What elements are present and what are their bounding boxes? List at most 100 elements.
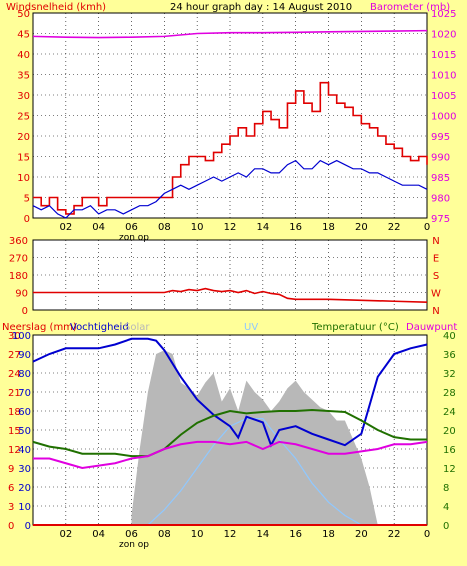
compass-tick-label: N [432, 306, 439, 317]
x-tick-label: 22 [388, 529, 401, 540]
temperature-tick-label: 8 [443, 483, 449, 494]
barometer-tick-label: 1025 [431, 9, 456, 20]
barometer-tick-label: 1005 [431, 91, 456, 102]
x-tick-label: 06 [125, 529, 138, 540]
dewpoint-ylabel: Dauwpunt [406, 322, 457, 333]
direction-tick-label: 90 [15, 289, 28, 300]
wind-tick-label: 0 [24, 214, 30, 225]
rain-tick-label: 6 [8, 483, 14, 494]
barometer-ylabel: Barometer (mb) [370, 2, 450, 13]
barometer-tick-label: 1020 [431, 30, 456, 41]
direction-tick-label: 180 [9, 271, 28, 282]
barometer-line [32, 29, 428, 39]
x-tick-label: 20 [355, 529, 368, 540]
direction-series [33, 287, 428, 304]
rain-tick-label: 30 [8, 331, 21, 342]
direction-grid [33, 240, 427, 310]
chart-title: 24 hour graph day : 14 August 2010 [170, 2, 352, 13]
x-tick-label: 20 [355, 222, 368, 233]
humidity-tick-label: 40 [18, 445, 31, 456]
rain-tick-label: 3 [8, 502, 14, 513]
x-tick-label: 18 [322, 529, 335, 540]
wind-tick-label: 25 [17, 112, 30, 123]
wind-series [32, 29, 428, 219]
compass-tick-label: E [433, 254, 439, 265]
rain-ylabel: Neerslag (mm) [2, 322, 77, 333]
temperature-line [32, 409, 427, 458]
wind-direction-line [33, 287, 428, 304]
humidity-tick-label: 50 [18, 426, 31, 437]
humidity-tick-label: 10 [18, 502, 31, 513]
sunrise-label-bottom: zon op [119, 540, 149, 550]
wind-ylabel: Windsnelheid (kmh) [6, 2, 106, 13]
wind-tick-label: 35 [17, 71, 30, 82]
axis-labels: 0510152025303540455097598098599099510001… [8, 9, 456, 540]
temperature-tick-label: 40 [443, 331, 456, 342]
temperature-tick-label: 24 [443, 407, 456, 418]
wind-tick-label: 30 [17, 91, 30, 102]
humidity-tick-label: 100 [12, 331, 31, 342]
humidity-tick-label: 0 [25, 521, 31, 532]
barometer-tick-label: 995 [431, 132, 450, 143]
x-tick-label: 16 [289, 529, 302, 540]
rain-tick-label: 24 [8, 369, 21, 380]
barometer-tick-label: 1015 [431, 50, 456, 61]
x-tick-label: 0 [424, 222, 430, 233]
temperature-tick-label: 20 [443, 426, 456, 437]
barometer-tick-label: 985 [431, 173, 450, 184]
barometer-tick-label: 980 [431, 194, 450, 205]
x-tick-label: 14 [256, 529, 269, 540]
x-tick-label: 04 [92, 529, 105, 540]
temperature-ylabel: Temperatuur (°C) [311, 322, 399, 333]
wind-average-line [32, 159, 428, 219]
temperature-tick-label: 0 [443, 521, 449, 532]
x-tick-label: 04 [92, 222, 105, 233]
compass-tick-label: S [433, 271, 439, 282]
wind-tick-label: 40 [17, 50, 30, 61]
wind-tick-label: 5 [24, 194, 30, 205]
rain-tick-label: 27 [8, 350, 21, 361]
rain-tick-label: 12 [8, 445, 21, 456]
humidity-tick-label: 80 [18, 369, 31, 380]
x-tick-label: 12 [224, 529, 237, 540]
x-tick-label: 10 [191, 222, 204, 233]
temperature-tick-label: 12 [443, 464, 456, 475]
barometer-tick-label: 1000 [431, 112, 456, 123]
x-tick-label: 0 [424, 529, 430, 540]
humidity-series [32, 337, 428, 526]
humidity-tick-label: 70 [18, 388, 31, 399]
x-tick-label: 16 [289, 222, 302, 233]
x-tick-label: 08 [158, 222, 171, 233]
barometer-tick-label: 975 [431, 214, 450, 225]
barometer-tick-label: 1010 [431, 71, 456, 82]
x-tick-label: 02 [59, 222, 72, 233]
humidity-tick-label: 30 [18, 464, 31, 475]
wind-tick-label: 10 [17, 173, 30, 184]
x-tick-label: 22 [388, 222, 401, 233]
x-tick-label: 08 [158, 529, 171, 540]
x-tick-label: 02 [59, 529, 72, 540]
x-tick-label: 18 [322, 222, 335, 233]
rain-tick-label: 0 [8, 521, 14, 532]
sunrise-label-top: zon op [119, 233, 149, 243]
temperature-tick-label: 4 [443, 502, 449, 513]
rain-tick-label: 9 [8, 464, 14, 475]
x-tick-label: 06 [125, 222, 138, 233]
rain-tick-label: 15 [8, 426, 21, 437]
dewpoint-line [33, 440, 428, 470]
humidity-line [32, 337, 428, 448]
temperature-tick-label: 32 [443, 369, 456, 380]
temperature-tick-label: 28 [443, 388, 456, 399]
temperature-tick-label: 16 [443, 445, 456, 456]
humidity-tick-label: 90 [18, 350, 31, 361]
rain-tick-label: 21 [8, 388, 21, 399]
direction-tick-label: 0 [22, 306, 28, 317]
x-tick-label: 10 [191, 529, 204, 540]
humidity-ylabel: Vochtigheid [70, 322, 129, 333]
wind-tick-label: 45 [17, 30, 30, 41]
humidity-tick-label: 60 [18, 407, 31, 418]
temperature-tick-label: 36 [443, 350, 456, 361]
uv-label: UV [244, 322, 258, 333]
direction-tick-label: 360 [9, 236, 28, 247]
x-tick-label: 12 [224, 222, 237, 233]
